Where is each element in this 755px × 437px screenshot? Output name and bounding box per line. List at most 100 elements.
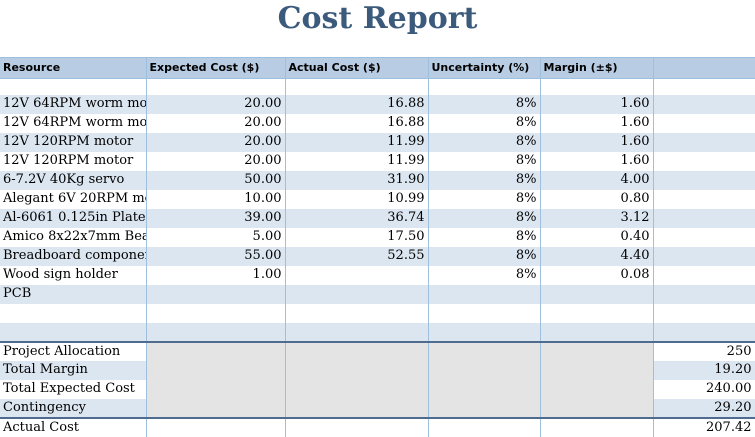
cell-resource[interactable]: Amico 8x22x7mm Bear xyxy=(0,227,147,247)
summary-value[interactable]: 29.20 xyxy=(653,398,755,418)
cell-resource[interactable]: Al-6061 0.125in Plates xyxy=(0,208,147,228)
empty-cell[interactable] xyxy=(653,94,755,114)
cell-expected[interactable]: 10.00 xyxy=(146,189,286,209)
cell-expected[interactable] xyxy=(146,322,286,342)
summary-label[interactable]: Actual Cost xyxy=(0,416,147,437)
cell-resource[interactable] xyxy=(0,322,147,342)
empty-cell[interactable] xyxy=(146,398,286,418)
cell-resource[interactable]: 12V 64RPM worm mot xyxy=(0,94,147,114)
empty-cell[interactable] xyxy=(653,113,755,133)
cell-margin[interactable]: 1.60 xyxy=(540,151,654,171)
summary-value[interactable]: 19.20 xyxy=(653,360,755,380)
empty-cell[interactable] xyxy=(285,416,429,437)
empty-cell[interactable] xyxy=(653,132,755,152)
empty-cell[interactable] xyxy=(653,284,755,304)
cell-uncertainty[interactable]: 8% xyxy=(428,246,541,266)
cell-uncertainty[interactable] xyxy=(428,284,541,304)
empty-cell[interactable] xyxy=(653,227,755,247)
empty-cell[interactable] xyxy=(285,78,429,95)
cell-uncertainty[interactable]: 8% xyxy=(428,132,541,152)
empty-cell[interactable] xyxy=(540,360,654,380)
cell-uncertainty[interactable]: 8% xyxy=(428,94,541,114)
empty-cell[interactable] xyxy=(285,379,429,399)
empty-cell[interactable] xyxy=(285,360,429,380)
empty-cell[interactable] xyxy=(653,322,755,342)
empty-cell[interactable] xyxy=(428,398,541,418)
empty-cell[interactable] xyxy=(653,303,755,323)
cell-margin[interactable]: 0.40 xyxy=(540,227,654,247)
cell-resource[interactable]: PCB xyxy=(0,284,147,304)
cell-expected[interactable]: 20.00 xyxy=(146,113,286,133)
column-header[interactable]: Resource xyxy=(0,57,147,79)
cell-resource[interactable]: Alegant 6V 20RPM mot xyxy=(0,189,147,209)
empty-cell[interactable] xyxy=(146,360,286,380)
column-header[interactable]: Actual Cost ($) xyxy=(285,57,429,79)
column-header[interactable]: Expected Cost ($) xyxy=(146,57,286,79)
empty-cell[interactable] xyxy=(540,340,654,361)
cell-expected[interactable]: 39.00 xyxy=(146,208,286,228)
cell-expected[interactable]: 5.00 xyxy=(146,227,286,247)
empty-cell[interactable] xyxy=(653,170,755,190)
empty-cell[interactable] xyxy=(540,398,654,418)
empty-cell[interactable] xyxy=(653,189,755,209)
cell-expected[interactable]: 1.00 xyxy=(146,265,286,285)
cell-resource[interactable]: Wood sign holder xyxy=(0,265,147,285)
cell-uncertainty[interactable]: 8% xyxy=(428,265,541,285)
cell-margin[interactable]: 0.80 xyxy=(540,189,654,209)
cell-expected[interactable]: 20.00 xyxy=(146,151,286,171)
cell-expected[interactable]: 55.00 xyxy=(146,246,286,266)
cell-margin[interactable]: 4.40 xyxy=(540,246,654,266)
cell-actual[interactable] xyxy=(285,322,429,342)
empty-cell[interactable] xyxy=(428,78,541,95)
cell-expected[interactable] xyxy=(146,284,286,304)
empty-cell[interactable] xyxy=(146,340,286,361)
cell-actual[interactable]: 36.74 xyxy=(285,208,429,228)
cell-actual[interactable]: 11.99 xyxy=(285,132,429,152)
cell-margin[interactable]: 1.60 xyxy=(540,94,654,114)
empty-cell[interactable] xyxy=(653,265,755,285)
empty-cell[interactable] xyxy=(540,379,654,399)
empty-cell[interactable] xyxy=(146,379,286,399)
empty-cell[interactable] xyxy=(428,416,541,437)
empty-cell[interactable] xyxy=(540,78,654,95)
summary-value[interactable]: 207.42 xyxy=(653,416,755,437)
empty-cell[interactable] xyxy=(653,246,755,266)
cell-resource[interactable]: 12V 120RPM motor xyxy=(0,132,147,152)
column-header[interactable]: Margin (±$) xyxy=(540,57,654,79)
cell-expected[interactable]: 20.00 xyxy=(146,94,286,114)
cell-margin[interactable]: 1.60 xyxy=(540,113,654,133)
cell-margin[interactable] xyxy=(540,303,654,323)
cell-expected[interactable]: 50.00 xyxy=(146,170,286,190)
summary-label[interactable]: Project Allocation xyxy=(0,340,147,361)
empty-cell[interactable] xyxy=(146,416,286,437)
cell-resource[interactable]: 12V 120RPM motor xyxy=(0,151,147,171)
empty-cell[interactable] xyxy=(285,340,429,361)
empty-cell[interactable] xyxy=(428,360,541,380)
empty-cell[interactable] xyxy=(653,208,755,228)
cell-margin[interactable]: 4.00 xyxy=(540,170,654,190)
cell-uncertainty[interactable]: 8% xyxy=(428,151,541,171)
cell-actual[interactable]: 52.55 xyxy=(285,246,429,266)
cell-actual[interactable] xyxy=(285,284,429,304)
empty-cell[interactable] xyxy=(653,151,755,171)
summary-label[interactable]: Total Margin xyxy=(0,360,147,380)
summary-value[interactable]: 250 xyxy=(653,340,755,361)
cell-margin[interactable]: 3.12 xyxy=(540,208,654,228)
empty-cell[interactable] xyxy=(428,340,541,361)
column-header[interactable] xyxy=(653,57,755,79)
cell-uncertainty[interactable] xyxy=(428,322,541,342)
empty-cell[interactable] xyxy=(285,398,429,418)
cell-margin[interactable]: 1.60 xyxy=(540,132,654,152)
cell-uncertainty[interactable]: 8% xyxy=(428,208,541,228)
column-header[interactable]: Uncertainty (%) xyxy=(428,57,541,79)
cell-actual[interactable] xyxy=(285,265,429,285)
empty-cell[interactable] xyxy=(0,78,147,95)
cell-actual[interactable] xyxy=(285,303,429,323)
cell-actual[interactable]: 10.99 xyxy=(285,189,429,209)
empty-cell[interactable] xyxy=(653,78,755,95)
cell-actual[interactable]: 31.90 xyxy=(285,170,429,190)
cell-expected[interactable]: 20.00 xyxy=(146,132,286,152)
cell-resource[interactable]: 6-7.2V 40Kg servo xyxy=(0,170,147,190)
cell-uncertainty[interactable]: 8% xyxy=(428,189,541,209)
cell-uncertainty[interactable]: 8% xyxy=(428,227,541,247)
